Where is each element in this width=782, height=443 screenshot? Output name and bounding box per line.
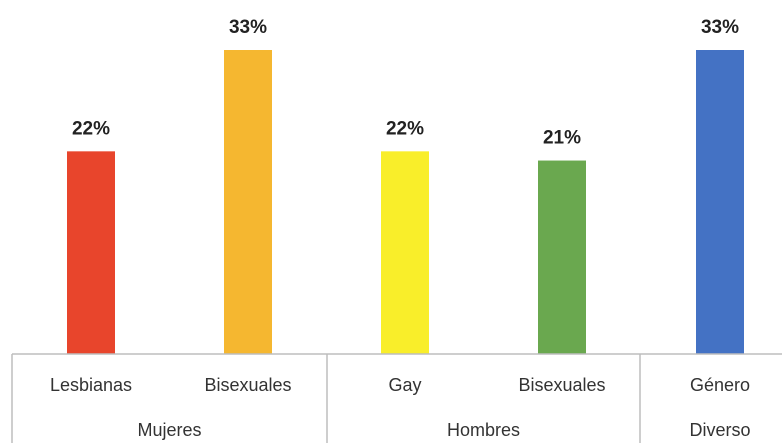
group-label-1: Hombres bbox=[447, 420, 520, 440]
category-axis: Lesbianas Bisexuales Gay Bisexuales Género Di… bbox=[11, 353, 782, 443]
value-labels-layer: 22% 33% 22% 21% 33% bbox=[72, 17, 739, 149]
value-label-1: 33% bbox=[229, 17, 267, 38]
value-label-3: 21% bbox=[543, 128, 581, 149]
category-label-1: Bisexuales bbox=[204, 375, 291, 395]
value-label-4: 33% bbox=[701, 17, 739, 38]
group-label-0: Mujeres bbox=[137, 420, 201, 440]
bar-3 bbox=[538, 160, 586, 354]
bar-2 bbox=[381, 151, 429, 354]
bars-layer bbox=[67, 50, 744, 354]
value-label-2: 22% bbox=[386, 118, 424, 139]
category-label-2: Gay bbox=[388, 375, 421, 395]
bar-0 bbox=[67, 151, 115, 354]
category-label-3: Bisexuales bbox=[518, 375, 605, 395]
value-label-0: 22% bbox=[72, 118, 110, 139]
category-label-0: Lesbianas bbox=[50, 375, 132, 395]
bar-4 bbox=[696, 50, 744, 354]
bar-1 bbox=[224, 50, 272, 354]
category-label-4: Género Diverso bbox=[689, 375, 750, 440]
